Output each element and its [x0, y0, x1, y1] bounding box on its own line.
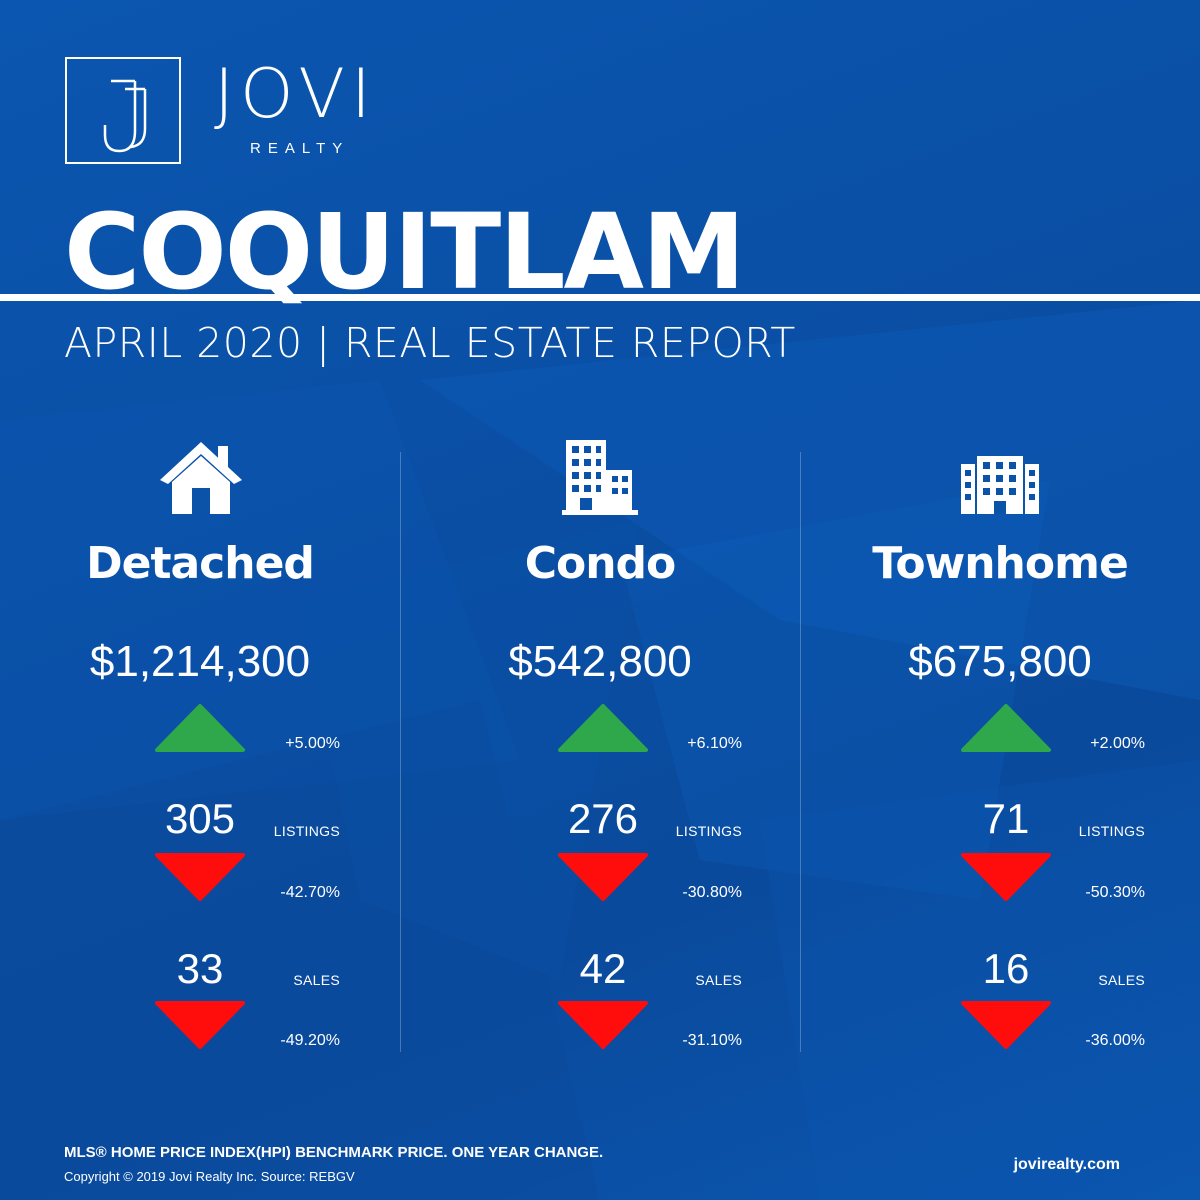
title-rule: [0, 294, 1200, 301]
price-change: +2.00%: [1090, 735, 1145, 752]
logo-mark: [65, 57, 181, 164]
benchmark-price: $1,214,300: [89, 637, 311, 686]
sales-count: 16: [982, 945, 1030, 992]
listings-change: -50.30%: [1085, 884, 1145, 901]
price-change: +6.10%: [687, 735, 742, 752]
brand-subtitle: REALTY: [250, 140, 350, 157]
sales-down-arrow-icon: [961, 1001, 1051, 1049]
sales-label: SALES: [695, 972, 742, 988]
website-link[interactable]: jovirealty.com: [1013, 1156, 1120, 1173]
listings-down-arrow-icon: [155, 853, 245, 901]
sales-down-arrow-icon: [155, 1001, 245, 1049]
listings-count: 305: [164, 795, 236, 842]
sales-count: 33: [176, 945, 224, 992]
sales-count: 42: [579, 945, 627, 992]
property-type: Detached: [86, 538, 315, 589]
column-divider: [800, 452, 801, 1052]
condo-building-icon: [562, 440, 638, 515]
listings-count: 276: [567, 795, 639, 842]
footer-note: MLS® HOME PRICE INDEX(HPI) BENCHMARK PRI…: [64, 1144, 604, 1161]
property-type: Townhome: [872, 538, 1129, 589]
listings-label: LISTINGS: [273, 823, 340, 839]
price-change: +5.00%: [285, 735, 340, 752]
sales-label: SALES: [1098, 972, 1145, 988]
price-up-arrow-icon: [558, 704, 648, 752]
listings-count: 71: [982, 795, 1030, 842]
listings-down-arrow-icon: [961, 853, 1051, 901]
brand-name: JOVI: [214, 55, 377, 134]
townhome-building-icon: [961, 456, 1039, 514]
footer-copyright: Copyright © 2019 Jovi Realty Inc. Source…: [64, 1169, 355, 1184]
listings-label: LISTINGS: [675, 823, 742, 839]
logo-j-icon: [103, 79, 147, 153]
listings-down-arrow-icon: [558, 853, 648, 901]
city-title: COQUITLAM: [64, 191, 745, 313]
price-up-arrow-icon: [155, 704, 245, 752]
column-condo: Condo $542,800 +6.10% 276 LISTINGS -30.8…: [400, 440, 800, 1080]
column-detached: Detached $1,214,300 +5.00% 305 LISTINGS …: [0, 440, 400, 1080]
sales-down-arrow-icon: [558, 1001, 648, 1049]
house-icon: [160, 442, 242, 514]
property-type: Condo: [524, 538, 677, 589]
price-up-arrow-icon: [961, 704, 1051, 752]
sales-change: -36.00%: [1085, 1032, 1145, 1049]
sales-change: -31.10%: [682, 1032, 742, 1049]
sales-label: SALES: [293, 972, 340, 988]
column-divider: [400, 452, 401, 1052]
listings-change: -42.70%: [280, 884, 340, 901]
column-townhome: Townhome $675,800 +2.00% 71 LISTINGS -50…: [800, 440, 1200, 1080]
benchmark-price: $542,800: [508, 637, 692, 686]
report-subtitle: APRIL 2020 | REAL ESTATE REPORT: [64, 319, 796, 367]
benchmark-price: $675,800: [908, 637, 1092, 686]
listings-label: LISTINGS: [1078, 823, 1145, 839]
listings-change: -30.80%: [682, 884, 742, 901]
sales-change: -49.20%: [280, 1032, 340, 1049]
